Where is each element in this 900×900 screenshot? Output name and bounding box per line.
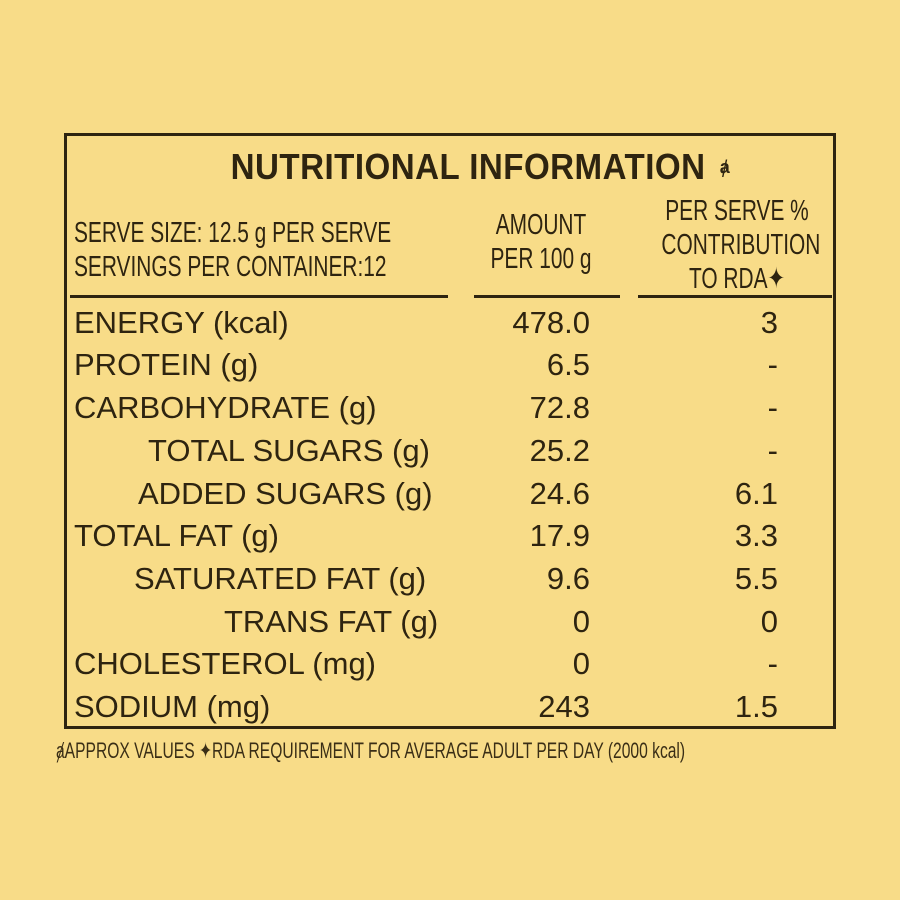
header-divider-rda <box>638 295 832 298</box>
nutrient-amount: 243 <box>538 689 590 724</box>
serving-info: SERVE SIZE: 12.5 g PER SERVE SERVINGS PE… <box>74 216 448 284</box>
nutrient-label: SATURATED FAT (g) <box>134 561 427 596</box>
nutrient-amount: 6.5 <box>546 347 590 382</box>
nutrient-row-cholesterol: CHOLESTEROL (mg) 0 - <box>0 643 900 685</box>
nutrient-label: SODIUM (mg) <box>74 689 271 724</box>
nutrient-rda: - <box>767 390 778 425</box>
header-divider-label <box>70 295 448 298</box>
serve-size-text: SERVE SIZE: 12.5 g PER SERVE <box>74 217 392 249</box>
approx-marker: ⱥ <box>719 157 731 177</box>
nutrient-label: ENERGY (kcal) <box>74 305 289 340</box>
nutrient-amount: 17.9 <box>529 518 590 553</box>
amount-column-header: AMOUNT PER 100 g <box>466 208 616 276</box>
nutrition-title: NUTRITIONAL INFORMATION ⱥ <box>0 147 900 187</box>
nutrient-rda: 3.3 <box>734 518 778 553</box>
nutrient-row-protein: PROTEIN (g) 6.5 - <box>0 344 900 386</box>
header-divider-amount <box>474 295 620 298</box>
nutrient-amount: 0 <box>572 604 590 639</box>
nutrient-row-total-sugars: TOTAL SUGARS (g) 25.2 - <box>0 430 900 472</box>
rda-header-line3: TO RDA✦ <box>688 263 786 295</box>
nutrient-amount: 0 <box>572 646 590 681</box>
nutrient-row-total-fat: TOTAL FAT (g) 17.9 3.3 <box>0 515 900 557</box>
servings-per-container-text: SERVINGS PER CONTAINER:12 <box>74 251 387 283</box>
nutrient-rda: - <box>767 646 778 681</box>
nutrient-row-saturated-fat: SATURATED FAT (g) 9.6 5.5 <box>0 558 900 600</box>
nutrient-label: TOTAL SUGARS (g) <box>148 433 430 468</box>
nutrient-rda: 6.1 <box>734 476 778 511</box>
nutrient-rda: 0 <box>760 604 778 639</box>
amount-header-line2: PER 100 g <box>490 243 592 275</box>
nutrient-amount: 25.2 <box>529 433 590 468</box>
amount-header-line1: AMOUNT <box>495 209 587 241</box>
footnote: ⱥAPPROX VALUES ✦RDA REQUIREMENT FOR AVER… <box>56 738 686 763</box>
nutrient-amount: 72.8 <box>529 390 590 425</box>
nutrient-row-trans-fat: TRANS FAT (g) 0 0 <box>0 601 900 643</box>
nutrient-amount: 478.0 <box>512 305 590 340</box>
nutrient-amount: 9.6 <box>546 561 590 596</box>
nutrient-rda: - <box>767 433 778 468</box>
rda-header-line2: CONTRIBUTION <box>661 229 821 261</box>
nutrient-amount: 24.6 <box>529 476 590 511</box>
rda-column-header: PER SERVE % CONTRIBUTION TO RDA✦ <box>632 194 842 296</box>
nutrient-label: TRANS FAT (g) <box>224 604 439 639</box>
title-text: NUTRITIONAL INFORMATION <box>230 146 706 187</box>
nutrient-label: ADDED SUGARS (g) <box>138 476 433 511</box>
nutrient-label: CARBOHYDRATE (g) <box>74 390 377 425</box>
nutrient-label: CHOLESTEROL (mg) <box>74 646 377 681</box>
nutrient-row-sodium: SODIUM (mg) 243 1.5 <box>0 686 900 728</box>
nutrient-rda: 1.5 <box>734 689 778 724</box>
nutrient-rda: 5.5 <box>734 561 778 596</box>
nutrient-rda: 3 <box>760 305 778 340</box>
rda-header-line1: PER SERVE % <box>665 195 809 227</box>
nutrient-row-energy: ENERGY (kcal) 478.0 3 <box>0 302 900 344</box>
nutrient-row-added-sugars: ADDED SUGARS (g) 24.6 6.1 <box>0 473 900 515</box>
nutrient-label: PROTEIN (g) <box>74 347 259 382</box>
nutrient-label: TOTAL FAT (g) <box>74 518 279 553</box>
nutrient-rda: - <box>767 347 778 382</box>
nutrition-table-border <box>64 133 836 729</box>
nutrient-row-carbohydrate: CARBOHYDRATE (g) 72.8 - <box>0 387 900 429</box>
